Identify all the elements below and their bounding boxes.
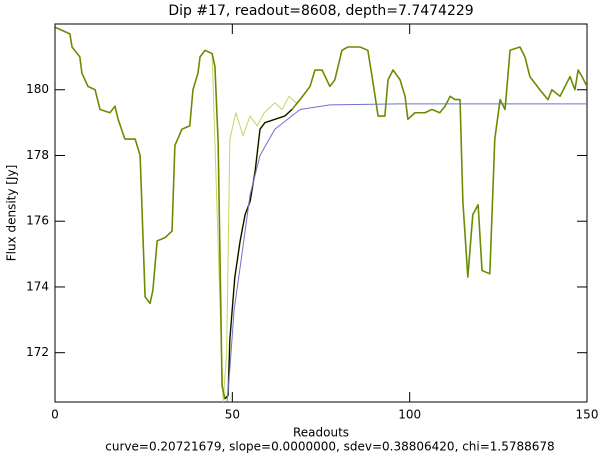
footer-stats: curve=0.20721679, slope=0.0000000, sdev=… [105,440,554,454]
y-tick-label: 178 [26,148,49,162]
x-axis-label: Readouts [293,426,349,440]
plot-frame [54,23,588,403]
series-line [226,103,587,402]
chart-title: Dip #17, readout=8608, depth=7.7474229 [168,3,473,19]
series-line [211,53,304,402]
y-tick-label: 174 [26,279,49,293]
y-tick-label: 172 [26,345,49,359]
plot-lines [55,26,587,402]
series-line [224,109,293,400]
x-tick-label: 50 [225,408,240,422]
y-tick-label: 176 [26,214,49,228]
series-line [55,26,587,400]
x-tick-label: 150 [576,408,599,422]
x-tick-label: 0 [51,408,59,422]
x-tick-label: 100 [398,408,421,422]
y-axis-label: Flux density [Jy] [5,165,19,262]
y-tick-label: 180 [26,82,49,96]
